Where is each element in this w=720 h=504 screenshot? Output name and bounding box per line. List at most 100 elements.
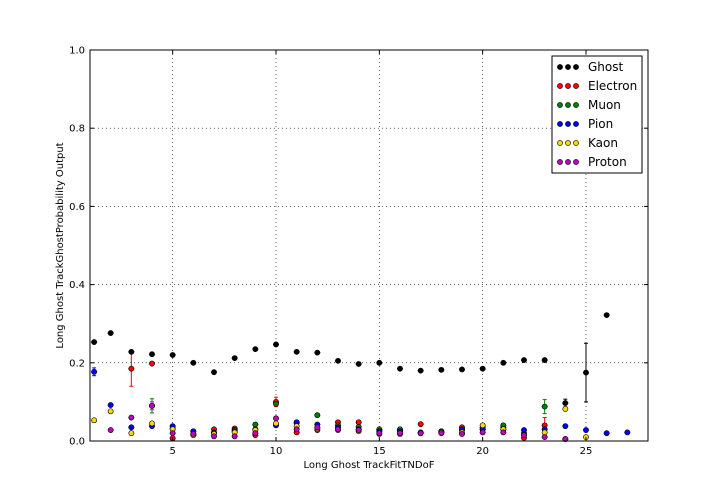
- kaon-point: [128, 430, 135, 437]
- proton-point: [211, 433, 217, 440]
- legend-marker-ghost: [573, 64, 579, 70]
- legend-marker-kaon: [565, 140, 571, 146]
- data-points: [91, 312, 631, 442]
- proton-point: [314, 424, 321, 431]
- ghost-point: [91, 339, 98, 345]
- x-tick-label: 20: [476, 446, 489, 457]
- legend: Ghost Electron Muon Pion Kaon Proton: [551, 55, 643, 174]
- x-tick-label: 15: [373, 446, 386, 457]
- kaon-point: [107, 408, 114, 415]
- muon-point: [314, 412, 321, 419]
- ghost-point: [273, 341, 279, 348]
- proton-point: [459, 431, 465, 437]
- ghost-point: [293, 348, 300, 355]
- ghost-point: [107, 330, 114, 336]
- y-tick-label: 0.0: [69, 437, 85, 448]
- legend-marker-proton: [565, 159, 571, 165]
- kaon-point: [273, 420, 279, 427]
- ghost-point: [355, 361, 362, 367]
- legend-label-muon: Muon: [588, 98, 621, 112]
- electron-point: [128, 365, 135, 372]
- proton-point: [293, 426, 300, 433]
- ghost-point: [438, 366, 445, 373]
- proton-point: [479, 429, 486, 436]
- ghost-point: [583, 369, 589, 376]
- legend-marker-pion: [565, 121, 571, 127]
- pion-point: [603, 430, 610, 437]
- muon-point: [273, 400, 279, 407]
- legend-marker-electron: [557, 83, 563, 89]
- electron-point: [417, 421, 424, 428]
- legend-marker-muon: [565, 102, 571, 108]
- ghost-point: [335, 357, 341, 364]
- proton-point: [273, 415, 279, 422]
- legend-marker-pion: [557, 121, 563, 127]
- ghost-point: [397, 365, 403, 372]
- ghost-point: [459, 366, 465, 373]
- y-tick-label: 1.0: [69, 46, 85, 57]
- proton-point: [128, 414, 135, 421]
- x-tick-label: 25: [580, 446, 593, 457]
- proton-point: [335, 426, 341, 433]
- proton-point: [149, 402, 155, 409]
- ghost-point: [521, 357, 527, 363]
- pion-point: [521, 427, 527, 433]
- legend-marker-electron: [565, 83, 571, 89]
- ghost-point: [128, 348, 135, 355]
- proton-point: [500, 429, 507, 436]
- legend-marker-ghost: [557, 64, 563, 70]
- legend-marker-muon: [573, 102, 579, 108]
- electron-point: [149, 360, 155, 367]
- proton-point: [231, 433, 238, 440]
- y-tick-label: 0.2: [69, 358, 85, 369]
- legend-marker-electron: [573, 83, 579, 89]
- y-tick-label: 0.6: [69, 202, 85, 213]
- pion-point: [107, 402, 114, 408]
- y-axis-label: Long Ghost TrackGhostProbability Output: [55, 142, 66, 348]
- x-axis-label: Long Ghost TrackFitTNDoF: [304, 460, 435, 471]
- y-tick-label: 0.8: [69, 124, 85, 135]
- pion-point: [562, 423, 569, 430]
- ghost-point: [314, 349, 321, 356]
- ghost-point: [376, 359, 383, 366]
- kaon-point: [562, 406, 569, 412]
- x-tick-label: 10: [270, 446, 283, 457]
- ghost-point: [252, 346, 259, 353]
- legend-marker-muon: [557, 102, 563, 108]
- legend-label-proton: Proton: [588, 155, 627, 169]
- ghost-point: [169, 352, 176, 358]
- proton-point: [562, 436, 569, 442]
- proton-point: [397, 430, 403, 437]
- ghost-point: [479, 365, 486, 372]
- ghost-point: [190, 359, 197, 366]
- proton-point: [252, 430, 259, 437]
- pion-point: [624, 429, 631, 436]
- kaon-point: [479, 422, 486, 429]
- legend-marker-proton: [573, 159, 579, 165]
- proton-point: [376, 430, 383, 437]
- muon-point: [541, 403, 548, 410]
- y-tick-label: 0.4: [69, 280, 85, 291]
- axis-ticks: 5 10 15 20 25 0.0 0.2 0.4 0.6 0.8 1.0: [69, 46, 648, 457]
- proton-point: [541, 434, 548, 440]
- pion-point: [128, 424, 135, 431]
- plot-area: [89, 49, 649, 442]
- kaon-point: [91, 417, 98, 424]
- ghost-point: [562, 400, 569, 406]
- legend-label-ghost: Ghost: [588, 60, 623, 74]
- pion-point: [91, 368, 98, 375]
- legend-marker-pion: [573, 121, 579, 127]
- legend-marker-ghost: [565, 64, 571, 70]
- ghost-point: [149, 351, 155, 358]
- proton-point: [417, 430, 424, 437]
- legend-marker-kaon: [557, 140, 563, 146]
- ghost-point: [603, 312, 610, 318]
- legend-marker-kaon: [573, 140, 579, 146]
- ghost-point: [211, 369, 217, 376]
- ghost-point: [417, 367, 424, 374]
- proton-point: [438, 430, 445, 437]
- proton-point: [169, 430, 176, 437]
- proton-point: [190, 431, 197, 437]
- legend-label-pion: Pion: [588, 117, 613, 131]
